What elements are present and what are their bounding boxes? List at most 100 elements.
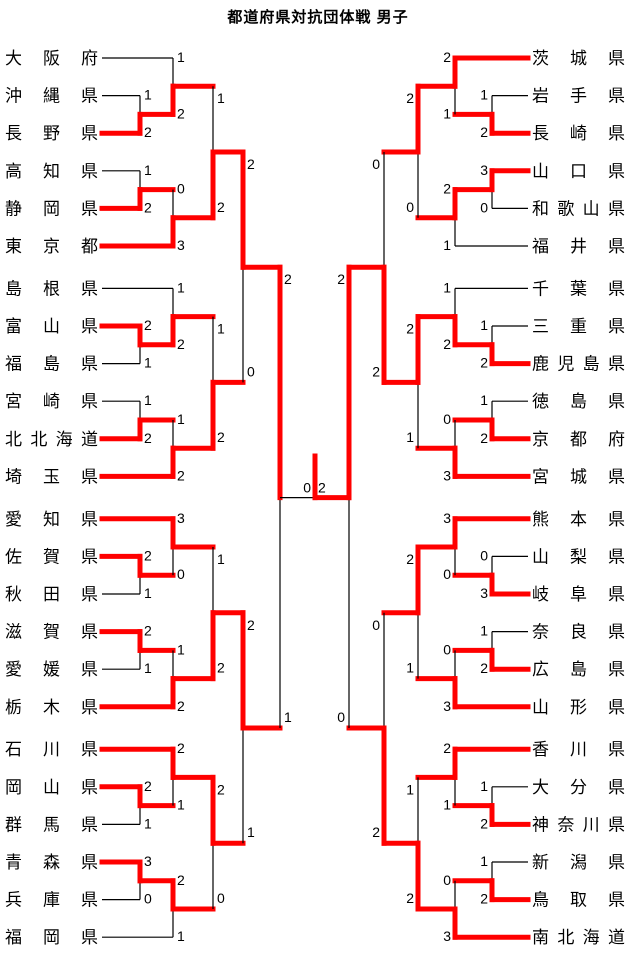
match-score: 2 — [480, 815, 488, 831]
team-label: 高知県 — [5, 162, 98, 181]
team-label: 宮崎県 — [5, 392, 98, 411]
team-label: 富山県 — [5, 317, 98, 336]
final-score-right: 2 — [318, 480, 326, 496]
match-score: 0 — [480, 199, 488, 215]
match-score: 2 — [480, 660, 488, 676]
match-score: 1 — [217, 321, 225, 337]
match-score: 2 — [372, 824, 380, 840]
match-score: 0 — [443, 641, 451, 657]
match-score: 0 — [337, 709, 345, 725]
team-label: 静岡県 — [5, 199, 98, 218]
match-score: 2 — [217, 781, 225, 797]
match-score: 1 — [443, 797, 451, 813]
match-score: 1 — [144, 585, 152, 601]
final-score-left: 0 — [303, 480, 311, 496]
match-score: 1 — [144, 87, 152, 103]
team-label: 滋賀県 — [5, 623, 98, 642]
team-label: 三重県 — [532, 317, 625, 336]
team-label: 茨城県 — [532, 49, 625, 68]
match-score: 3 — [177, 237, 185, 253]
match-score: 2 — [144, 124, 152, 140]
team-label: 青森県 — [5, 853, 98, 872]
match-score: 1 — [406, 781, 414, 797]
match-score: 1 — [284, 709, 292, 725]
match-score: 2 — [217, 660, 225, 676]
match-score: 2 — [177, 105, 185, 121]
match-score: 0 — [372, 156, 380, 172]
team-label: 南北海道 — [532, 928, 625, 947]
team-label: 徳島県 — [532, 392, 625, 411]
team-label: 宮城県 — [532, 467, 625, 486]
match-score: 2 — [144, 547, 152, 563]
team-label: 兵庫県 — [5, 891, 98, 910]
team-label: 千葉県 — [532, 279, 625, 298]
team-label: 福井県 — [532, 237, 625, 256]
team-label: 山梨県 — [532, 547, 625, 566]
match-score: 2 — [144, 623, 152, 639]
match-score: 3 — [443, 467, 451, 483]
team-label: 佐賀県 — [5, 547, 98, 566]
match-score: 0 — [372, 617, 380, 633]
match-score: 3 — [144, 853, 152, 869]
match-score: 1 — [177, 279, 185, 295]
match-score: 1 — [144, 162, 152, 178]
match-score: 2 — [177, 872, 185, 888]
team-label: 群馬県 — [5, 815, 98, 834]
team-label: 長崎県 — [532, 124, 625, 143]
match-score: 1 — [247, 824, 255, 840]
match-score: 2 — [480, 891, 488, 907]
team-label: 山口県 — [532, 162, 625, 181]
team-label: 栃木県 — [5, 698, 98, 717]
match-score: 2 — [177, 698, 185, 714]
match-score: 2 — [247, 617, 255, 633]
match-score: 2 — [144, 430, 152, 446]
team-label: 島根県 — [5, 279, 98, 298]
team-label: 大阪府 — [5, 49, 98, 68]
match-score: 3 — [443, 510, 451, 526]
match-score: 2 — [177, 740, 185, 756]
match-score: 1 — [480, 778, 488, 794]
match-score: 2 — [177, 336, 185, 352]
team-label: 大分県 — [532, 778, 625, 797]
match-score: 1 — [480, 87, 488, 103]
match-score: 3 — [177, 510, 185, 526]
match-score: 1 — [443, 237, 451, 253]
match-score: 2 — [480, 124, 488, 140]
match-score: 0 — [443, 411, 451, 427]
match-score: 3 — [480, 162, 488, 178]
match-score: 1 — [177, 641, 185, 657]
match-score: 2 — [372, 363, 380, 379]
match-score: 2 — [144, 778, 152, 794]
match-score: 2 — [406, 90, 414, 106]
match-score: 1 — [480, 317, 488, 333]
team-label: 石川県 — [5, 740, 98, 759]
team-label: 福島県 — [5, 355, 98, 374]
team-label: 岩手県 — [532, 87, 625, 106]
team-label: 熊本県 — [532, 510, 625, 529]
match-score: 1 — [443, 105, 451, 121]
match-score: 1 — [406, 660, 414, 676]
team-label: 香川県 — [532, 740, 625, 759]
match-score: 1 — [177, 797, 185, 813]
match-score: 1 — [144, 660, 152, 676]
page-title: 都道府県対抗団体戦 男子 — [227, 9, 409, 26]
match-score: 0 — [144, 891, 152, 907]
match-score: 3 — [443, 928, 451, 944]
match-score: 2 — [144, 317, 152, 333]
team-label: 山形県 — [532, 698, 625, 717]
match-score: 2 — [406, 551, 414, 567]
match-score: 2 — [443, 740, 451, 756]
team-label: 北北海道 — [5, 430, 98, 449]
match-score: 2 — [406, 890, 414, 906]
match-score: 1 — [177, 411, 185, 427]
match-score: 0 — [177, 181, 185, 197]
match-score: 2 — [443, 181, 451, 197]
match-score: 1 — [217, 551, 225, 567]
team-label: 沖縄県 — [5, 87, 98, 106]
team-label: 神奈川県 — [532, 815, 625, 834]
match-score: 3 — [443, 698, 451, 714]
match-score: 1 — [443, 279, 451, 295]
team-label: 長野県 — [5, 124, 98, 143]
